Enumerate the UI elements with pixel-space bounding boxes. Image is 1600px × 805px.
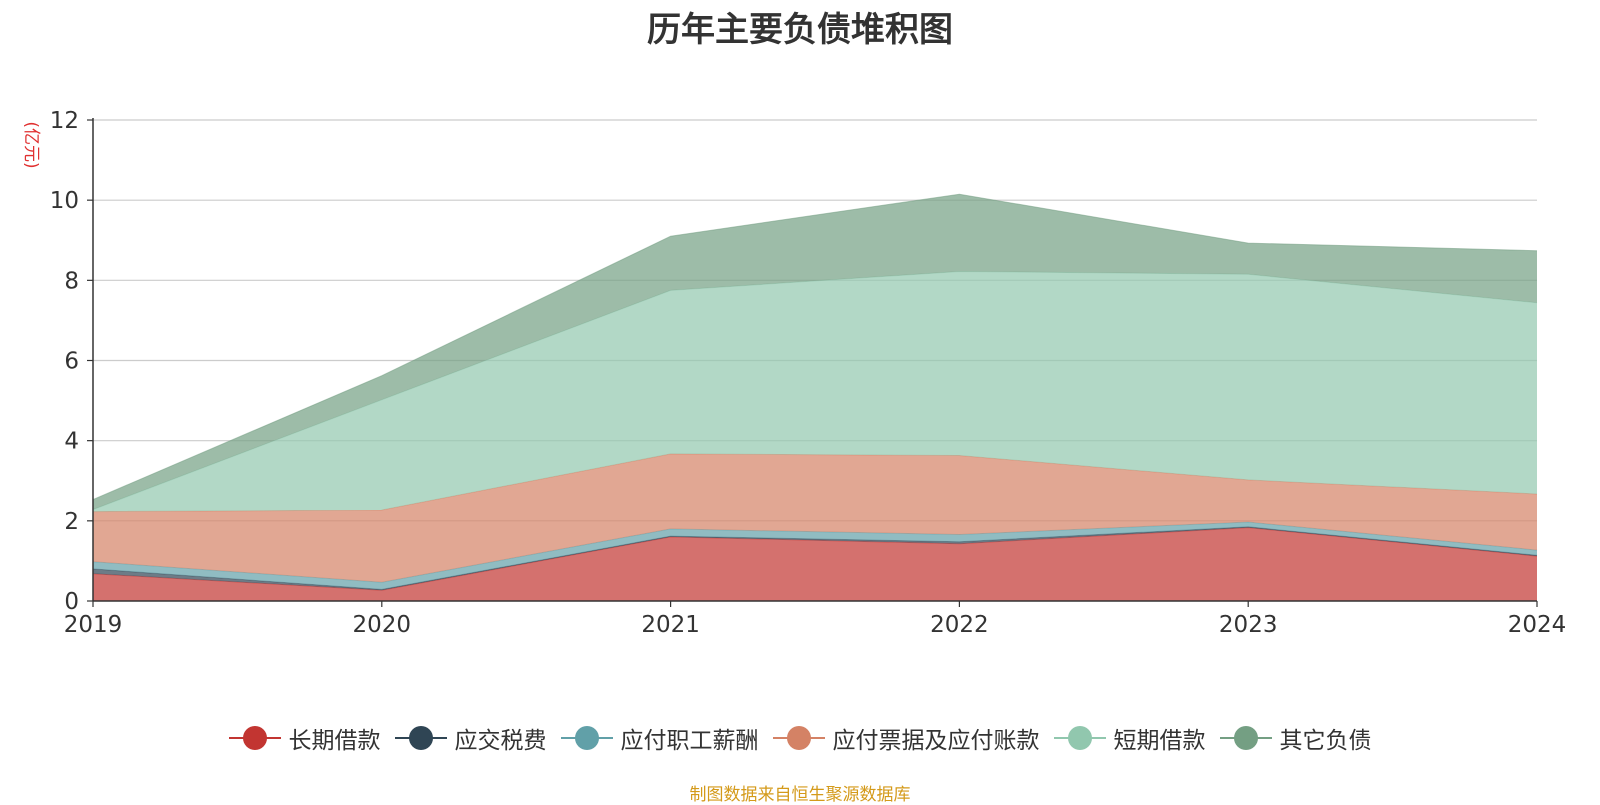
area-series-5 [93, 271, 1537, 512]
x-tick-label: 2019 [64, 612, 123, 638]
y-tick-label: 10 [50, 188, 79, 214]
area-series-2 [93, 526, 1537, 591]
legend: 长期借款 应交税费 应付职工薪酬 应付票据及应付账款 短期借款 其它负债 [0, 720, 1600, 756]
x-tick-label: 2023 [1219, 612, 1278, 638]
legend-item[interactable]: 应交税费 [394, 721, 547, 755]
legend-label: 应交税费 [454, 728, 547, 754]
legend-marker-icon [228, 724, 281, 752]
y-tick-label: 8 [64, 268, 79, 294]
chart-title: 历年主要负债堆积图 [647, 10, 953, 50]
legend-label: 应付职工薪酬 [620, 728, 759, 754]
x-tick-label: 2020 [353, 612, 412, 638]
y-axis-unit-label: (亿元) [21, 121, 41, 168]
area-series-3 [93, 522, 1537, 590]
legend-label: 长期借款 [288, 728, 381, 754]
area-series-1 [93, 527, 1537, 601]
area-series-4 [93, 453, 1537, 583]
legend-label: 其它负债 [1279, 728, 1372, 754]
x-tick-label: 2021 [641, 612, 700, 638]
legend-item[interactable]: 应付票据及应付账款 [772, 721, 1040, 755]
y-tick-label: 12 [50, 108, 79, 134]
legend-item[interactable]: 短期借款 [1053, 721, 1206, 755]
legend-marker-icon [394, 724, 447, 752]
y-tick-label: 6 [64, 349, 79, 375]
legend-marker-icon [1053, 724, 1106, 752]
legend-marker-icon [772, 724, 825, 752]
x-tick-label: 2022 [930, 612, 989, 638]
legend-item[interactable]: 应付职工薪酬 [560, 721, 759, 755]
y-tick-label: 4 [64, 429, 79, 455]
y-tick-label: 0 [64, 589, 79, 615]
legend-item[interactable]: 其它负债 [1219, 721, 1372, 755]
series-line-6 [92, 193, 1538, 501]
data-source-note: 制图数据来自恒生聚源数据库 [689, 785, 911, 805]
legend-label: 短期借款 [1113, 728, 1206, 754]
legend-marker-icon [1219, 724, 1272, 752]
x-tick-label: 2024 [1508, 612, 1567, 638]
legend-marker-icon [560, 724, 613, 752]
legend-label: 应付票据及应付账款 [832, 728, 1040, 754]
legend-item[interactable]: 长期借款 [228, 721, 381, 755]
y-tick-label: 2 [64, 509, 79, 535]
area-series-6 [93, 194, 1537, 510]
